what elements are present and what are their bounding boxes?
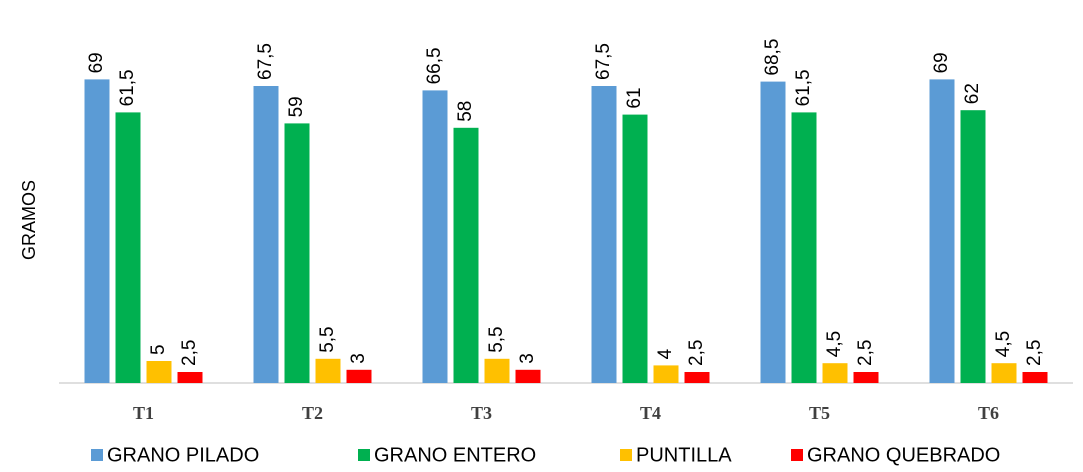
value-label: 4,5 (824, 331, 845, 357)
x-tick-label: T6 (978, 403, 999, 423)
x-tick-label: T5 (809, 403, 830, 423)
x-tick-label: T2 (302, 403, 323, 423)
legend-swatch (620, 449, 632, 461)
value-label: 69 (931, 52, 952, 73)
bar (822, 363, 848, 383)
value-label: 59 (286, 96, 307, 117)
value-label: 61,5 (793, 69, 814, 106)
bar (284, 123, 310, 384)
value-label: 5,5 (486, 326, 507, 352)
value-label: 58 (455, 101, 476, 122)
value-label: 68,5 (762, 39, 783, 76)
value-label: 4 (655, 348, 676, 359)
bar (315, 358, 341, 383)
value-label: 2,5 (1024, 340, 1045, 366)
bar (422, 90, 448, 384)
bar (960, 110, 986, 383)
bar (653, 365, 679, 383)
value-label: 67,5 (593, 43, 614, 80)
bar (1022, 372, 1048, 383)
legend-label: GRANO PILADO (107, 444, 259, 466)
value-label: 61 (624, 87, 645, 108)
x-tick-label: T1 (133, 403, 154, 423)
bar (346, 369, 372, 383)
value-label: 61,5 (117, 69, 138, 106)
value-label: 5,5 (317, 326, 338, 352)
legend-swatch (91, 449, 103, 461)
value-label: 2,5 (855, 340, 876, 366)
legend-label: GRANO QUEBRADO (807, 444, 1000, 466)
value-label: 62 (962, 83, 983, 104)
bar (929, 79, 955, 384)
legend-swatch (358, 449, 370, 461)
value-label: 67,5 (255, 43, 276, 80)
bar (853, 372, 879, 383)
bar (591, 86, 617, 383)
bar (515, 369, 541, 383)
bar (84, 79, 110, 384)
x-tick-label: T4 (640, 403, 661, 423)
bar (177, 372, 203, 383)
bar (991, 363, 1017, 383)
value-label: 3 (517, 353, 538, 364)
x-tick-label: T3 (471, 403, 492, 423)
legend-label: PUNTILLA (636, 444, 732, 466)
bar (684, 372, 710, 383)
value-label: 4,5 (993, 331, 1014, 357)
bar (146, 361, 172, 383)
value-label: 3 (348, 353, 369, 364)
bar (760, 81, 786, 383)
value-label: 69 (86, 52, 107, 73)
y-axis-label: GRAMOS (19, 180, 39, 260)
legend-swatch (791, 449, 803, 461)
value-label: 2,5 (179, 340, 200, 366)
bar (453, 127, 479, 383)
bar (253, 86, 279, 383)
value-label: 2,5 (686, 340, 707, 366)
value-label: 66,5 (424, 47, 445, 84)
bar (622, 114, 648, 383)
bar (115, 112, 141, 384)
bar (791, 112, 817, 384)
value-label: 5 (148, 344, 169, 355)
bar (484, 358, 510, 383)
legend-label: GRANO ENTERO (374, 444, 536, 466)
